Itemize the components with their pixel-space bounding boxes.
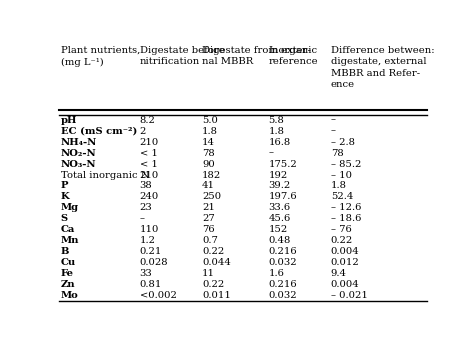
Text: –: – xyxy=(268,149,273,157)
Text: 1.2: 1.2 xyxy=(140,236,155,245)
Text: Total inorganic N: Total inorganic N xyxy=(61,171,149,180)
Text: 1.8: 1.8 xyxy=(268,126,284,136)
Text: –: – xyxy=(140,215,145,223)
Text: – 76: – 76 xyxy=(331,225,352,234)
Text: 78: 78 xyxy=(331,149,344,157)
Text: 1.8: 1.8 xyxy=(202,126,218,136)
Text: 76: 76 xyxy=(202,225,215,234)
Text: 2: 2 xyxy=(140,126,146,136)
Text: 39.2: 39.2 xyxy=(268,182,291,190)
Text: 0.22: 0.22 xyxy=(202,280,224,289)
Text: 27: 27 xyxy=(202,215,215,223)
Text: 152: 152 xyxy=(268,225,288,234)
Text: 5.0: 5.0 xyxy=(202,116,218,125)
Text: S: S xyxy=(61,215,68,223)
Text: Fe: Fe xyxy=(61,269,74,278)
Text: NO₂-N: NO₂-N xyxy=(61,149,97,157)
Text: 0.028: 0.028 xyxy=(140,258,168,267)
Text: –: – xyxy=(331,126,336,136)
Text: 0.004: 0.004 xyxy=(331,248,359,256)
Text: 240: 240 xyxy=(140,192,159,202)
Text: 210: 210 xyxy=(140,171,159,180)
Text: Cu: Cu xyxy=(61,258,76,267)
Text: Mn: Mn xyxy=(61,236,79,245)
Text: 52.4: 52.4 xyxy=(331,192,353,202)
Text: Inorganic
reference: Inorganic reference xyxy=(268,46,318,67)
Text: 0.22: 0.22 xyxy=(202,248,224,256)
Text: 0.032: 0.032 xyxy=(268,258,297,267)
Text: Difference between:
digestate, external
MBBR and Refer-
ence: Difference between: digestate, external … xyxy=(331,46,434,89)
Text: Mo: Mo xyxy=(61,291,79,300)
Text: –: – xyxy=(331,116,336,125)
Text: 33.6: 33.6 xyxy=(268,203,291,212)
Text: B: B xyxy=(61,248,69,256)
Text: – 0.021: – 0.021 xyxy=(331,291,368,300)
Text: 0.012: 0.012 xyxy=(331,258,359,267)
Text: 110: 110 xyxy=(140,225,159,234)
Text: 0.044: 0.044 xyxy=(202,258,231,267)
Text: P: P xyxy=(61,182,68,190)
Text: 23: 23 xyxy=(140,203,153,212)
Text: EC (mS cm⁻²): EC (mS cm⁻²) xyxy=(61,126,137,136)
Text: 192: 192 xyxy=(268,171,288,180)
Text: 38: 38 xyxy=(140,182,153,190)
Text: 0.004: 0.004 xyxy=(331,280,359,289)
Text: 8.2: 8.2 xyxy=(140,116,155,125)
Text: < 1: < 1 xyxy=(140,149,157,157)
Text: NO₃-N: NO₃-N xyxy=(61,159,96,169)
Text: NH₄-N: NH₄-N xyxy=(61,138,97,147)
Text: – 85.2: – 85.2 xyxy=(331,159,361,169)
Text: 0.216: 0.216 xyxy=(268,248,297,256)
Text: K: K xyxy=(61,192,70,202)
Text: 197.6: 197.6 xyxy=(268,192,297,202)
Text: 1.6: 1.6 xyxy=(268,269,284,278)
Text: 0.81: 0.81 xyxy=(140,280,162,289)
Text: 5.8: 5.8 xyxy=(268,116,284,125)
Text: 210: 210 xyxy=(140,138,159,147)
Text: Ca: Ca xyxy=(61,225,75,234)
Text: 21: 21 xyxy=(202,203,215,212)
Text: Plant nutrients,
(mg L⁻¹): Plant nutrients, (mg L⁻¹) xyxy=(61,46,140,67)
Text: 14: 14 xyxy=(202,138,215,147)
Text: 90: 90 xyxy=(202,159,215,169)
Text: 0.032: 0.032 xyxy=(268,291,297,300)
Text: 0.216: 0.216 xyxy=(268,280,297,289)
Text: 0.7: 0.7 xyxy=(202,236,218,245)
Text: 41: 41 xyxy=(202,182,215,190)
Text: < 1: < 1 xyxy=(140,159,157,169)
Text: Digestate before
nitrification: Digestate before nitrification xyxy=(140,46,225,67)
Text: 0.21: 0.21 xyxy=(140,248,162,256)
Text: 16.8: 16.8 xyxy=(268,138,291,147)
Text: Mg: Mg xyxy=(61,203,79,212)
Text: 0.22: 0.22 xyxy=(331,236,353,245)
Text: <0.002: <0.002 xyxy=(140,291,177,300)
Text: 11: 11 xyxy=(202,269,215,278)
Text: 0.48: 0.48 xyxy=(268,236,291,245)
Text: 175.2: 175.2 xyxy=(268,159,297,169)
Text: 1.8: 1.8 xyxy=(331,182,346,190)
Text: 78: 78 xyxy=(202,149,215,157)
Text: 45.6: 45.6 xyxy=(268,215,291,223)
Text: – 2.8: – 2.8 xyxy=(331,138,355,147)
Text: 9.4: 9.4 xyxy=(331,269,346,278)
Text: 182: 182 xyxy=(202,171,221,180)
Text: – 12.6: – 12.6 xyxy=(331,203,361,212)
Text: 250: 250 xyxy=(202,192,221,202)
Text: Zn: Zn xyxy=(61,280,75,289)
Text: – 18.6: – 18.6 xyxy=(331,215,361,223)
Text: 33: 33 xyxy=(140,269,153,278)
Text: pH: pH xyxy=(61,116,77,125)
Text: Digestate from exter-
nal MBBR: Digestate from exter- nal MBBR xyxy=(202,46,311,67)
Text: 0.011: 0.011 xyxy=(202,291,231,300)
Text: – 10: – 10 xyxy=(331,171,352,180)
